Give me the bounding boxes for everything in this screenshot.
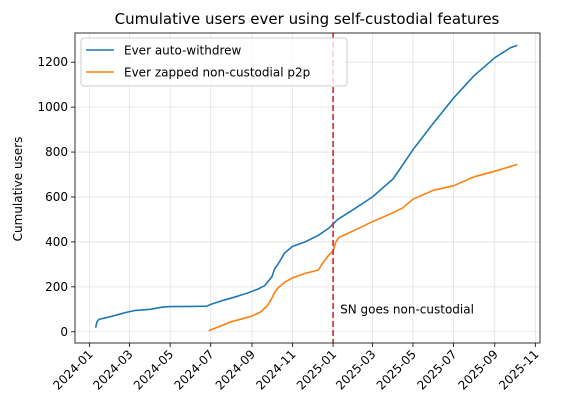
y-tick-label: 1200 bbox=[37, 55, 68, 69]
series-line-1 bbox=[208, 163, 518, 332]
chart-title: Cumulative users ever using self-custodi… bbox=[115, 10, 500, 28]
x-tick-label: 2024-09 bbox=[213, 347, 258, 392]
y-tick-label: 0 bbox=[60, 325, 68, 339]
legend-label-auto-withdrew: Ever auto-withdrew bbox=[124, 44, 242, 58]
y-axis-ticks: 0 200 400 600 800 1000 1200 bbox=[37, 55, 75, 339]
x-tick-label: 2025-01 bbox=[294, 347, 339, 392]
legend: Ever auto-withdrew Ever zapped non-custo… bbox=[80, 37, 348, 87]
x-tick-label: 2024-01 bbox=[50, 347, 95, 392]
y-tick-label: 400 bbox=[45, 235, 68, 249]
series-lines bbox=[94, 44, 518, 332]
x-tick-label: 2024-11 bbox=[253, 347, 298, 392]
x-tick-label: 2024-07 bbox=[171, 347, 216, 392]
y-tick-label: 200 bbox=[45, 280, 68, 294]
annotations: SN goes non-custodial bbox=[332, 33, 474, 343]
x-tick-label: 2025-07 bbox=[414, 347, 459, 392]
legend-label-zapped-p2p: Ever zapped non-custodial p2p bbox=[124, 66, 310, 80]
y-tick-label: 800 bbox=[45, 145, 68, 159]
y-tick-label: 600 bbox=[45, 190, 68, 204]
legend-box bbox=[80, 37, 348, 87]
x-tick-label: 2025-11 bbox=[496, 347, 541, 392]
x-tick-label: 2025-05 bbox=[374, 347, 419, 392]
x-tick-label: 2025-03 bbox=[333, 347, 378, 392]
x-tick-label: 2024-05 bbox=[131, 347, 176, 392]
series-line-0 bbox=[94, 44, 518, 328]
x-tick-label: 2024-03 bbox=[90, 347, 135, 392]
y-tick-label: 1000 bbox=[37, 100, 68, 114]
annotation-label: SN goes non-custodial bbox=[340, 302, 474, 316]
x-tick-label: 2025-09 bbox=[456, 347, 501, 392]
plot-frame bbox=[74, 32, 541, 344]
x-axis-ticks: 2024-012024-032024-052024-072024-092024-… bbox=[50, 343, 541, 393]
y-axis-label: Cumulative users bbox=[11, 137, 25, 242]
